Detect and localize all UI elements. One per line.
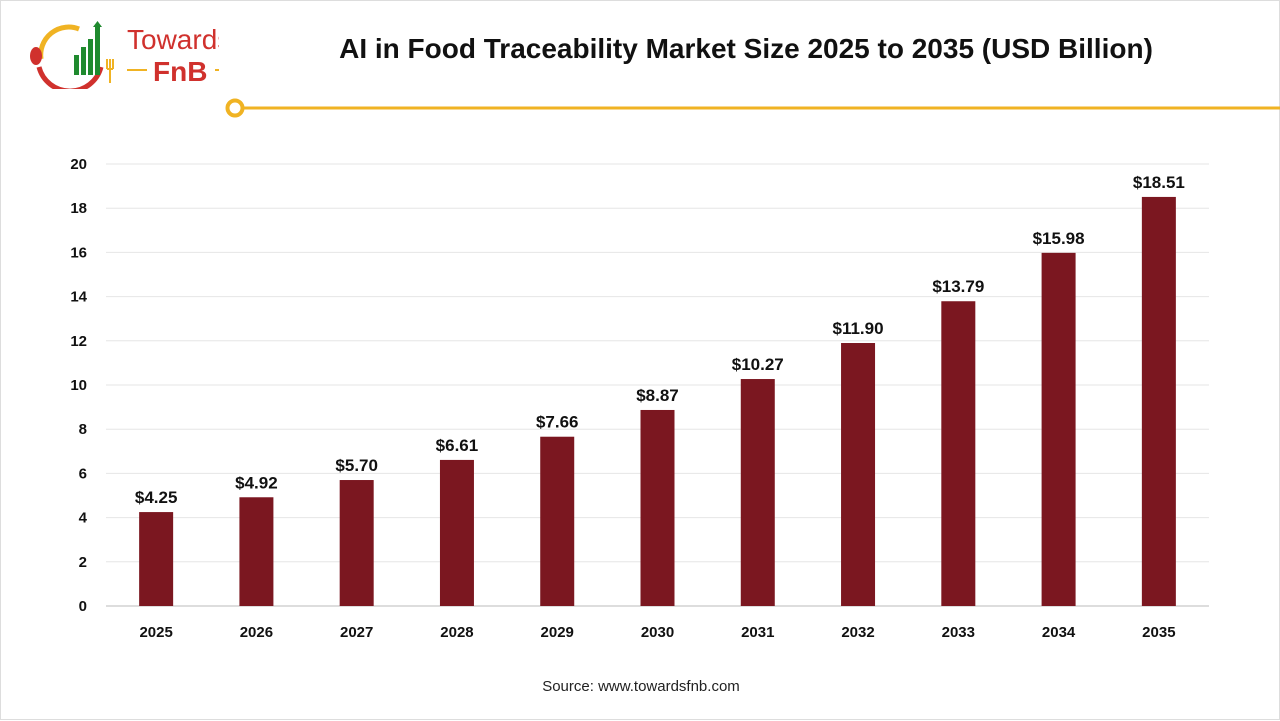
x-tick-label: 2029 xyxy=(541,624,574,641)
data-label: $5.70 xyxy=(335,456,378,475)
y-tick-label: 4 xyxy=(79,510,88,527)
y-tick-label: 8 xyxy=(79,421,87,438)
data-label: $6.61 xyxy=(436,436,479,455)
data-label: $18.51 xyxy=(1133,173,1185,192)
data-label: $13.79 xyxy=(932,277,984,296)
y-tick-label: 10 xyxy=(70,377,87,394)
x-tick-label: 2033 xyxy=(942,624,975,641)
bar-2030 xyxy=(640,409,675,606)
data-label: $4.25 xyxy=(135,488,178,507)
bar-2026 xyxy=(239,497,274,606)
title-underline xyxy=(225,98,1280,118)
x-tick-label: 2031 xyxy=(741,624,774,641)
x-tick-label: 2035 xyxy=(1142,624,1175,641)
data-label: $10.27 xyxy=(732,355,784,374)
y-tick-label: 2 xyxy=(79,554,87,571)
x-tick-label: 2027 xyxy=(340,624,373,641)
data-label: $11.90 xyxy=(833,319,884,338)
bar-2031 xyxy=(740,379,775,606)
x-tick-label: 2034 xyxy=(1042,624,1076,641)
x-tick-label: 2028 xyxy=(440,624,473,641)
x-tick-label: 2026 xyxy=(240,624,273,641)
y-tick-label: 6 xyxy=(79,465,87,482)
bar-2035 xyxy=(1141,196,1176,606)
y-tick-label: 20 xyxy=(70,156,87,173)
svg-text:FnB: FnB xyxy=(153,56,207,87)
x-tick-label: 2030 xyxy=(641,624,674,641)
y-tick-label: 18 xyxy=(70,200,87,217)
y-tick-label: 12 xyxy=(70,333,87,350)
data-label: $15.98 xyxy=(1033,229,1085,248)
y-tick-label: 0 xyxy=(79,598,87,615)
source-note: Source: www.towardsfnb.com xyxy=(542,678,740,695)
bar-2032 xyxy=(841,343,876,606)
bar-2028 xyxy=(439,459,474,606)
x-tick-label: 2032 xyxy=(841,624,874,641)
bar-2027 xyxy=(339,480,374,606)
y-tick-label: 16 xyxy=(70,244,87,261)
bar-2029 xyxy=(540,436,575,606)
data-label: $8.87 xyxy=(636,386,679,405)
chart-title: AI in Food Traceability Market Size 2025… xyxy=(339,33,1153,64)
bar-2034 xyxy=(1041,252,1076,607)
bar-2025 xyxy=(139,512,174,606)
bar-2033 xyxy=(941,301,976,606)
data-label: $7.66 xyxy=(536,413,579,432)
svg-text:Towards: Towards xyxy=(127,24,219,55)
x-tick-label: 2025 xyxy=(139,624,172,641)
towards-fnb-logo: Towards FnB xyxy=(30,21,219,89)
data-label: $4.92 xyxy=(235,473,278,492)
y-tick-label: 14 xyxy=(70,289,87,306)
